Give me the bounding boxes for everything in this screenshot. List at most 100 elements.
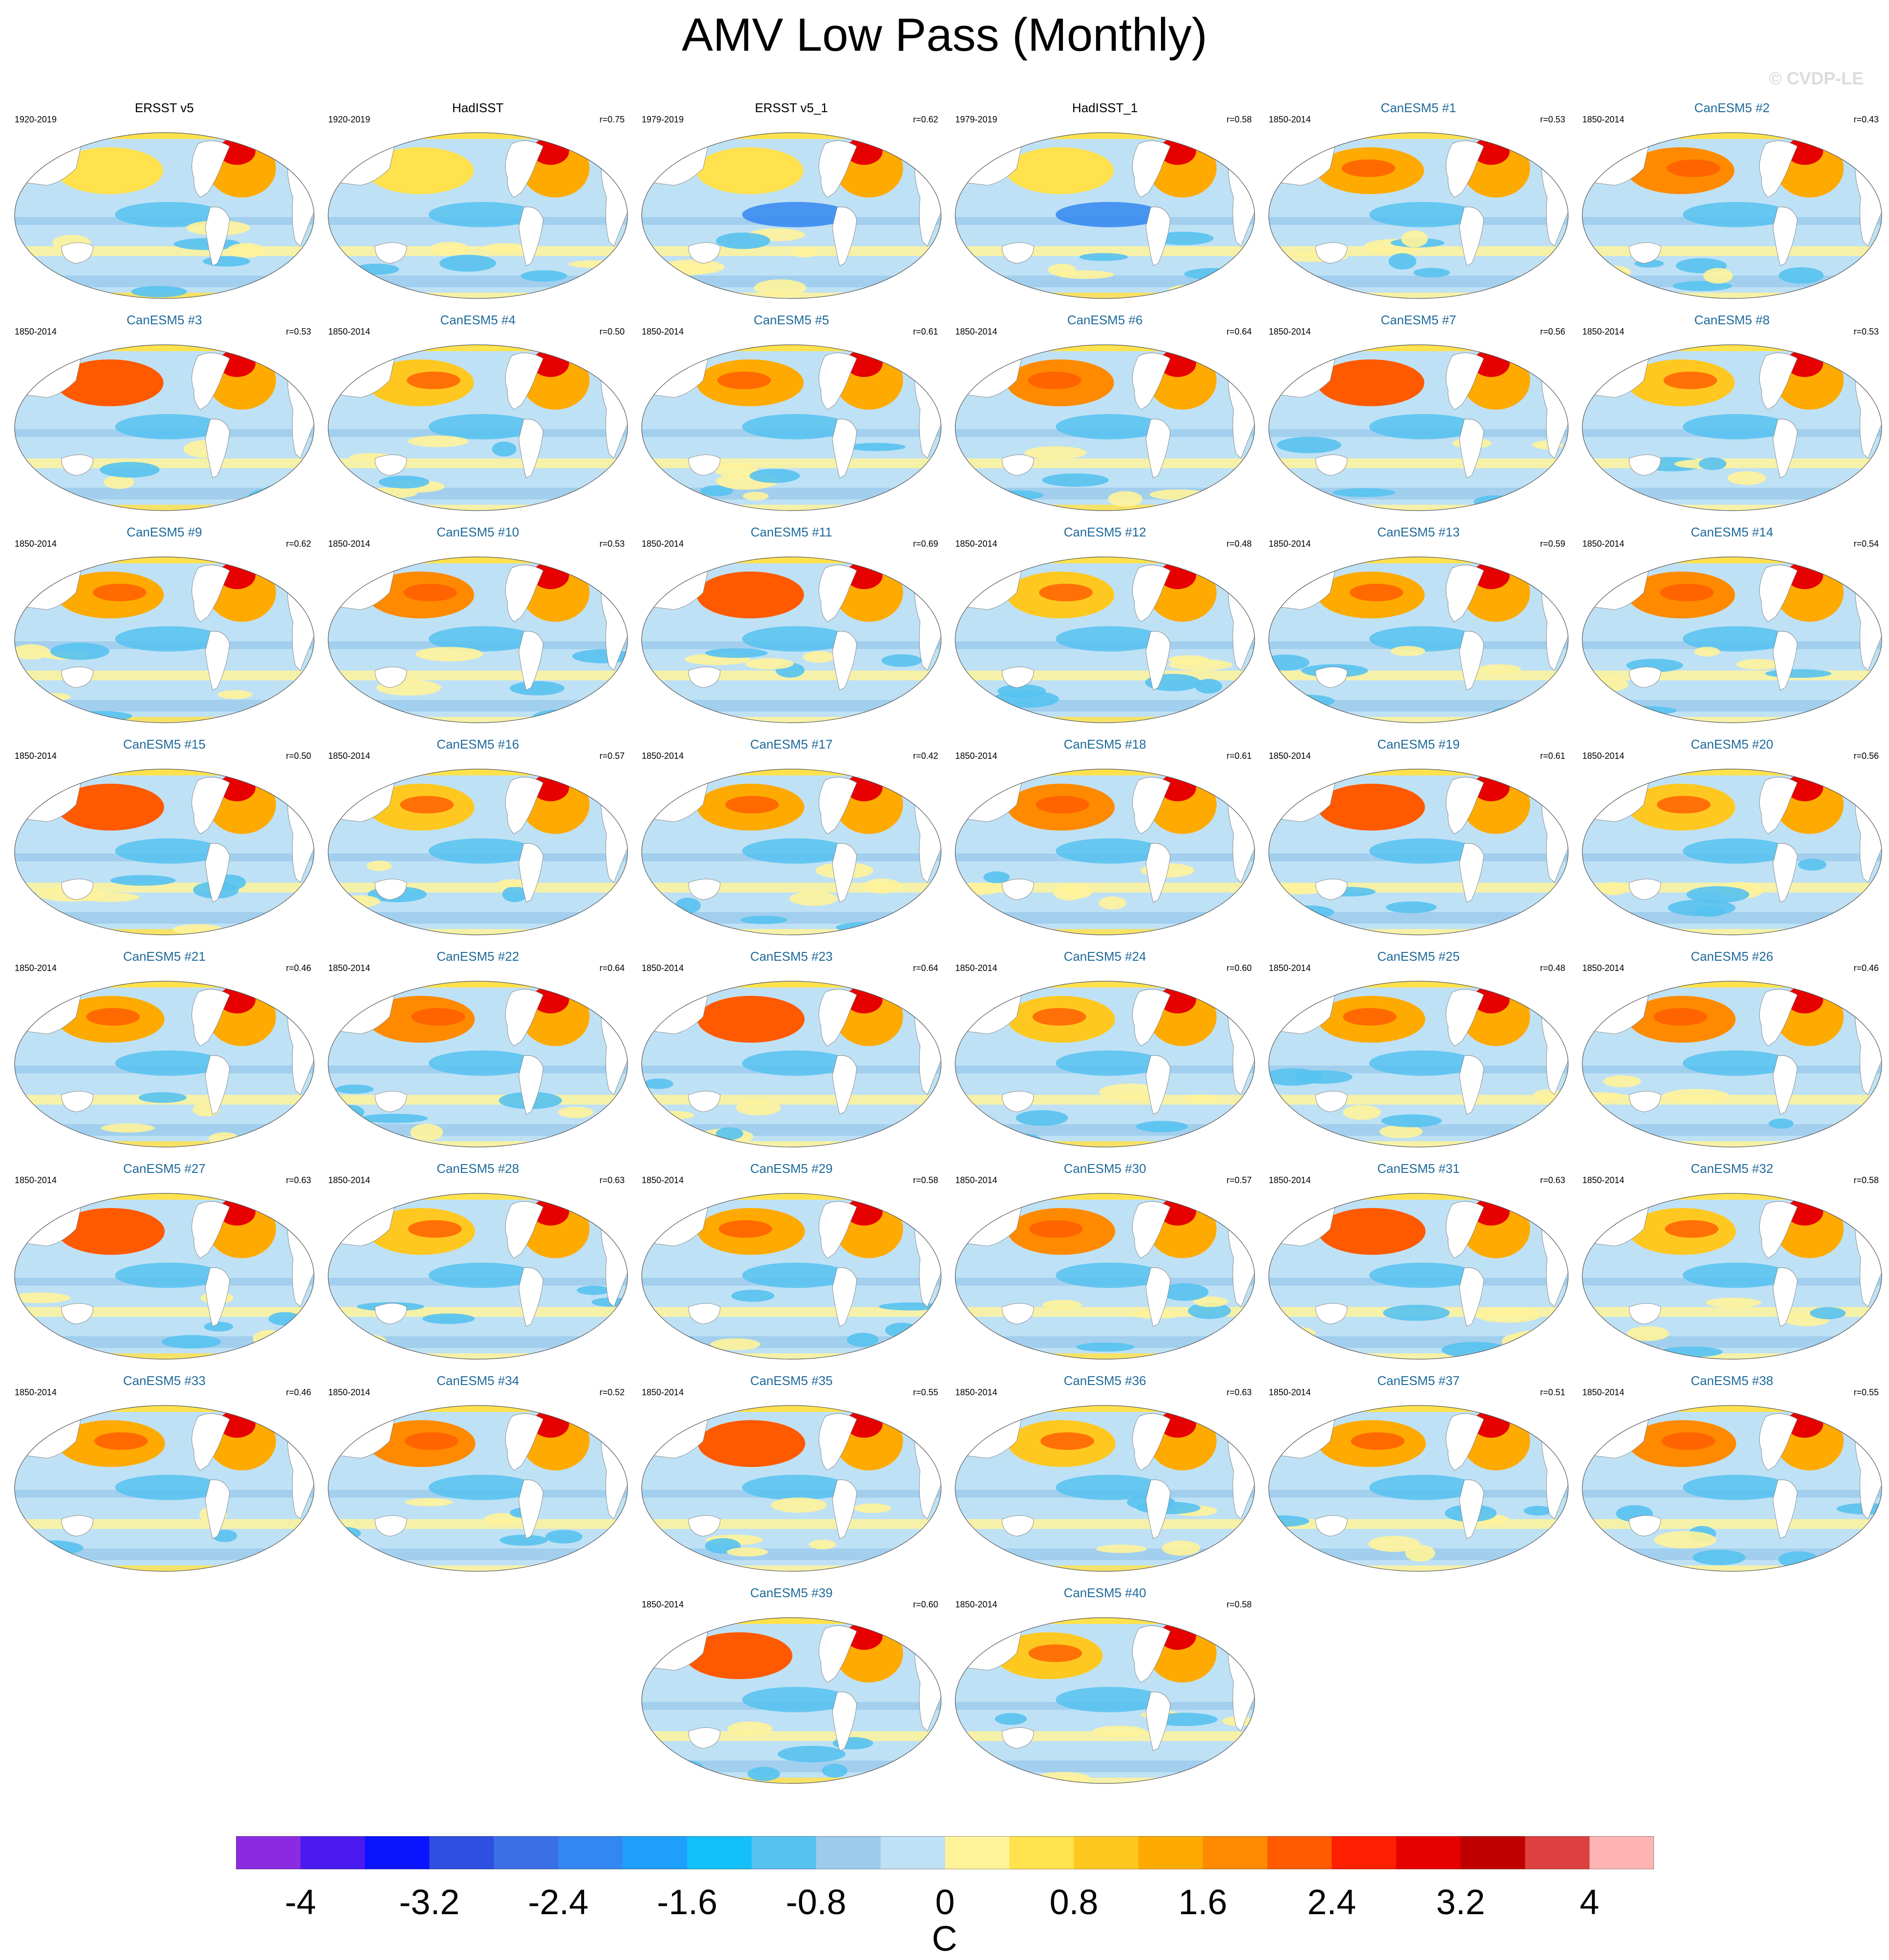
panel-years: 1850-2014 xyxy=(1582,751,1625,761)
panel-years: 1979-2019 xyxy=(642,115,684,124)
panel-title: HadISST xyxy=(452,100,504,115)
map-outline xyxy=(641,1617,942,1784)
anomaly-band xyxy=(1582,1141,1882,1147)
tropical-pacific-anomaly xyxy=(1369,838,1476,864)
anomaly-blob xyxy=(204,1322,234,1332)
arctic-anomaly xyxy=(15,1406,314,1412)
colorbar-tick-label: 0 xyxy=(935,1883,955,1922)
colorbar-tick-label: -1.6 xyxy=(657,1883,718,1922)
north-pacific-core xyxy=(1661,1432,1715,1450)
arctic-anomaly xyxy=(1269,1406,1568,1412)
anomaly-blob xyxy=(1269,1068,1322,1086)
panel-years: 1850-2014 xyxy=(328,327,371,337)
map-panel: CanESM5 #18 1850-2014 r=0.61 xyxy=(948,736,1261,946)
map-panel: CanESM5 #3 1850-2014 r=0.53 xyxy=(8,312,321,522)
anomaly-blob xyxy=(208,1132,240,1146)
continent xyxy=(1575,300,1889,310)
arctic-anomaly xyxy=(955,557,1255,563)
anomaly-blob xyxy=(1379,1125,1423,1138)
panel-title: CanESM5 #29 xyxy=(750,1161,833,1176)
map-plot xyxy=(14,132,315,299)
panel-years: 1850-2014 xyxy=(955,539,998,549)
continent xyxy=(374,879,407,900)
panel-years: 1850-2014 xyxy=(955,963,998,973)
continent xyxy=(505,777,544,834)
continent xyxy=(1446,140,1484,198)
anomaly-band xyxy=(955,1565,1255,1571)
anomaly-blob xyxy=(1161,1541,1200,1556)
tropical-pacific-anomaly xyxy=(742,202,849,227)
north-pacific-core xyxy=(97,1220,151,1238)
map-outline xyxy=(328,344,628,511)
continent xyxy=(832,1479,857,1539)
anomaly-band xyxy=(642,1731,941,1741)
map-outline xyxy=(955,1617,1255,1784)
map-outline xyxy=(328,981,628,1148)
north-pacific-core xyxy=(86,1008,140,1026)
anomaly-blob xyxy=(1333,488,1396,497)
continent xyxy=(635,300,948,310)
anomaly-blob xyxy=(877,1135,921,1143)
arctic-anomaly xyxy=(642,1618,941,1624)
north-pacific-core xyxy=(1036,796,1090,813)
continent xyxy=(374,1515,407,1537)
continent xyxy=(61,242,94,264)
anomaly-blob xyxy=(822,1763,848,1778)
map-outline xyxy=(955,344,1255,511)
anomaly-blob xyxy=(983,871,1010,883)
tropical-pacific-anomaly xyxy=(429,414,536,439)
anomaly-blob xyxy=(345,706,387,721)
tropical-pacific-anomaly xyxy=(115,1475,222,1500)
anomaly-blob xyxy=(408,436,469,447)
panel-correlation: r=0.46 xyxy=(286,963,311,973)
anomaly-blob xyxy=(1609,706,1677,715)
anomaly-blob xyxy=(335,1084,374,1094)
map-panel: ERSST v5 1920-2019 xyxy=(8,100,321,310)
map-plot xyxy=(1582,981,1882,1148)
continent xyxy=(1262,300,1575,310)
continent xyxy=(1629,1515,1661,1537)
panel-title: CanESM5 #19 xyxy=(1377,737,1460,752)
map-plot xyxy=(635,132,948,310)
continent xyxy=(1459,843,1484,903)
continent xyxy=(1759,1413,1798,1471)
anomaly-band xyxy=(328,246,628,256)
continent xyxy=(1002,667,1034,688)
anomaly-blob xyxy=(1161,1283,1209,1301)
anomaly-blob xyxy=(172,924,224,935)
anomaly-blob xyxy=(1603,1075,1641,1088)
arctic-anomaly xyxy=(15,557,314,563)
anomaly-band xyxy=(955,1141,1255,1147)
continent xyxy=(61,1303,94,1325)
anomaly-band xyxy=(1269,276,1568,287)
tropical-pacific-anomaly xyxy=(429,838,536,864)
panel-correlation: r=0.53 xyxy=(599,539,625,549)
anomaly-blob xyxy=(340,895,380,908)
anomaly-blob xyxy=(1401,230,1428,248)
arctic-anomaly xyxy=(955,345,1255,351)
anomaly-band xyxy=(15,1519,314,1529)
panel-title: CanESM5 #15 xyxy=(123,737,206,752)
map-outline xyxy=(1582,556,1882,723)
continent xyxy=(1772,631,1798,691)
anomaly-blob xyxy=(1510,1330,1558,1345)
anomaly-blob xyxy=(103,475,135,489)
anomaly-band xyxy=(15,717,314,723)
north-pacific-core xyxy=(1353,372,1407,389)
panel-correlation: r=0.58 xyxy=(1226,115,1252,124)
continent xyxy=(819,1201,857,1259)
map-plot xyxy=(328,1405,628,1572)
anomaly-band xyxy=(642,458,941,468)
anomaly-blob xyxy=(881,654,922,667)
panel-years: 1850-2014 xyxy=(15,1175,57,1185)
north-pacific-core xyxy=(718,1644,772,1662)
anomaly-blob xyxy=(1627,1326,1670,1341)
continent xyxy=(321,936,634,946)
anomaly-band xyxy=(642,717,941,723)
map-panel: CanESM5 #27 1850-2014 r=0.63 xyxy=(8,1161,321,1370)
map-panel: CanESM5 #33 1850-2014 r=0.46 xyxy=(8,1373,321,1583)
anomaly-blob xyxy=(40,1562,79,1571)
anomaly-blob xyxy=(593,914,628,922)
anomaly-blob xyxy=(1269,654,1310,671)
tropical-pacific-anomaly xyxy=(1056,626,1163,652)
